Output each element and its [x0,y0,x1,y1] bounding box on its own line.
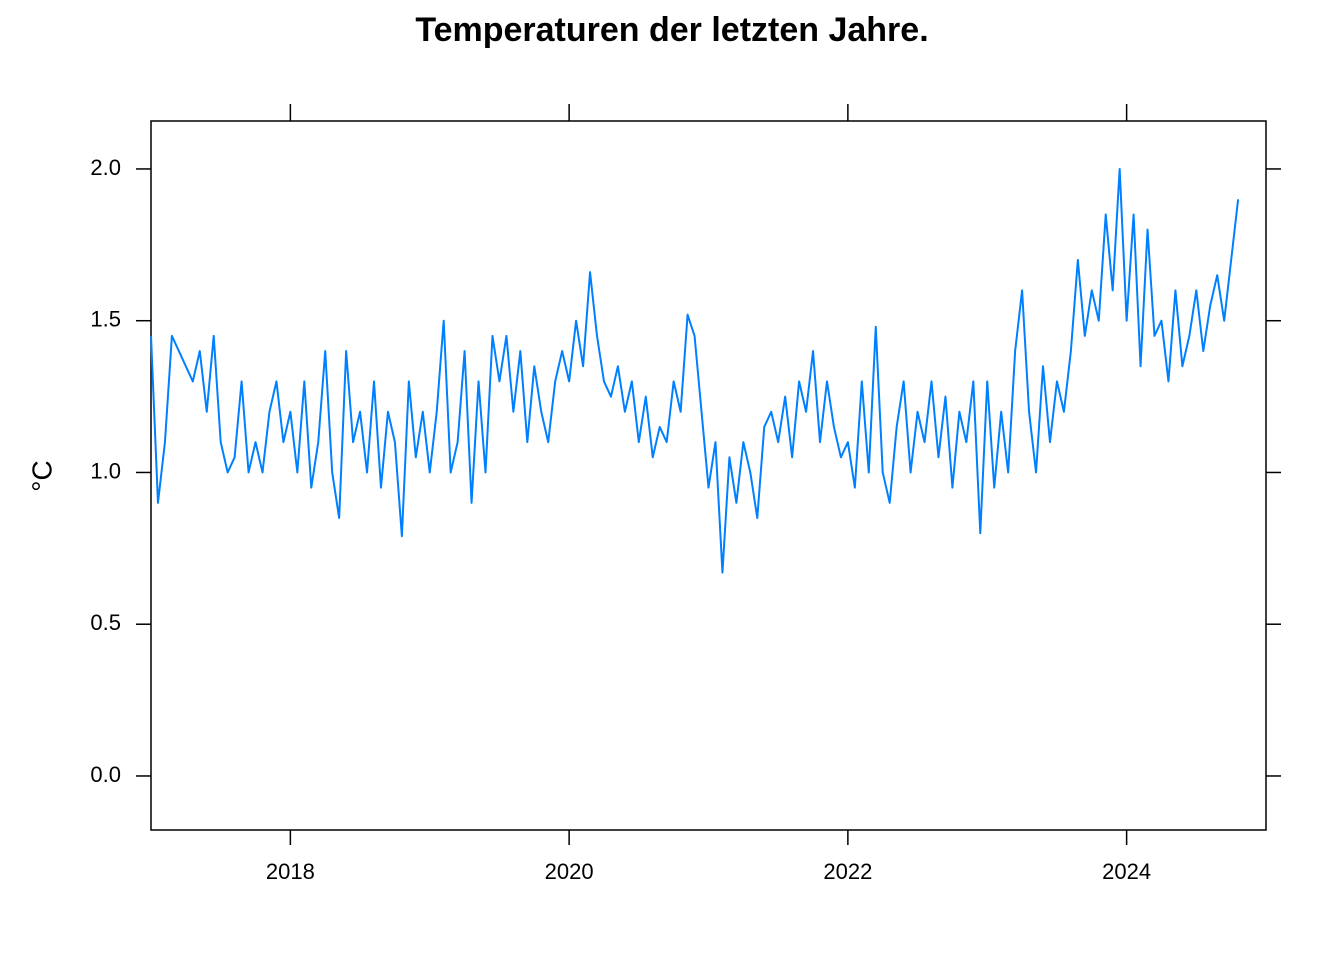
y-axis-label: °C [26,460,57,491]
y-tick-label: 0.5 [90,610,121,635]
y-tick-label: 0.0 [90,762,121,787]
x-tick-label: 2018 [266,859,315,884]
y-tick-label: 2.0 [90,155,121,180]
y-tick-label: 1.0 [90,458,121,483]
x-tick-label: 2020 [545,859,594,884]
data-line [150,167,1240,574]
plot-frame [150,120,1267,831]
chart-title: Temperaturen der letzten Jahre. [415,11,928,49]
x-tick-label: 2022 [823,859,872,884]
x-tick-label: 2024 [1102,859,1151,884]
y-tick-label: 1.5 [90,307,121,332]
